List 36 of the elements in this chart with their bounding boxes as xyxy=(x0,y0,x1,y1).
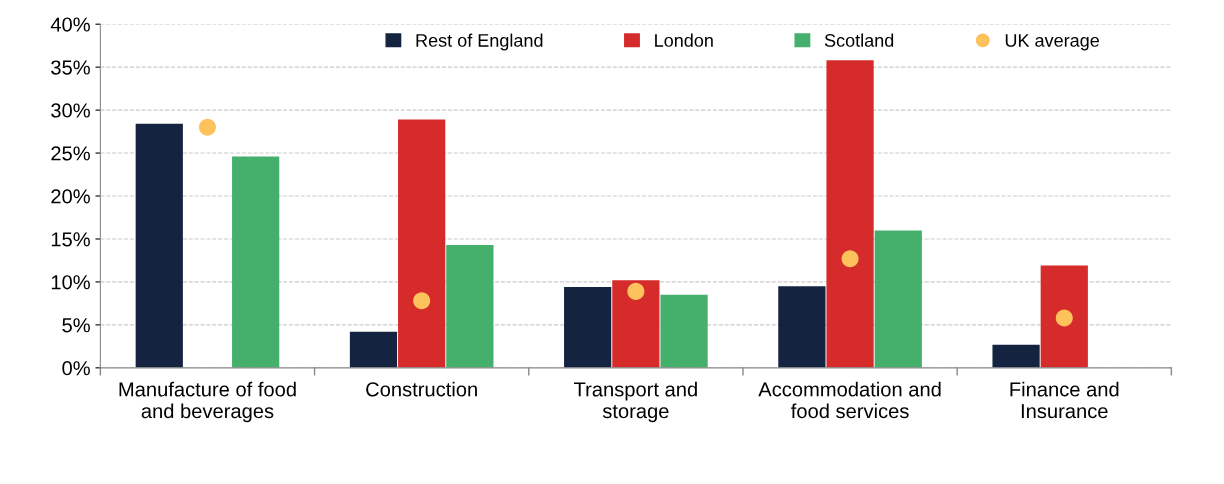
y-tick-label: 35% xyxy=(51,60,90,75)
x-tick-label: Manufacture of food and beverages xyxy=(119,381,296,423)
bar xyxy=(398,119,446,368)
legend-label: UK average xyxy=(1005,34,1099,51)
legend-label: Rest of England xyxy=(416,33,543,51)
y-tick-label: 40% xyxy=(50,17,90,32)
x-tick-label: Construction xyxy=(366,381,477,397)
y-tick-label: 20% xyxy=(51,189,90,204)
bar xyxy=(564,287,612,368)
legend-label: London xyxy=(655,33,713,47)
bar xyxy=(778,286,826,368)
y-tick-label: 10% xyxy=(51,275,90,290)
point xyxy=(198,118,216,136)
bar xyxy=(446,244,494,368)
bar xyxy=(135,123,183,368)
bar xyxy=(660,294,708,368)
y-tick-label: 25% xyxy=(51,146,90,161)
x-tick-label: Finance and Insurance xyxy=(1010,381,1119,419)
y-tick-label: 30% xyxy=(51,103,90,118)
bar xyxy=(612,280,660,368)
y-tick-label: 5% xyxy=(62,318,90,333)
x-tick-label: Accommodation and food services xyxy=(758,381,941,419)
point xyxy=(841,250,859,268)
bar xyxy=(874,230,922,368)
bar xyxy=(992,344,1040,368)
point xyxy=(1055,309,1073,327)
legend-label: Scotland xyxy=(824,33,894,47)
bar xyxy=(1040,265,1088,368)
bar xyxy=(826,60,874,368)
bar xyxy=(349,331,398,368)
point xyxy=(413,292,431,310)
bar xyxy=(232,156,280,368)
point xyxy=(627,282,645,300)
x-tick-label: Transport and storage xyxy=(574,381,697,423)
y-tick-label: 0% xyxy=(62,361,90,376)
y-tick-label: 15% xyxy=(51,232,90,247)
